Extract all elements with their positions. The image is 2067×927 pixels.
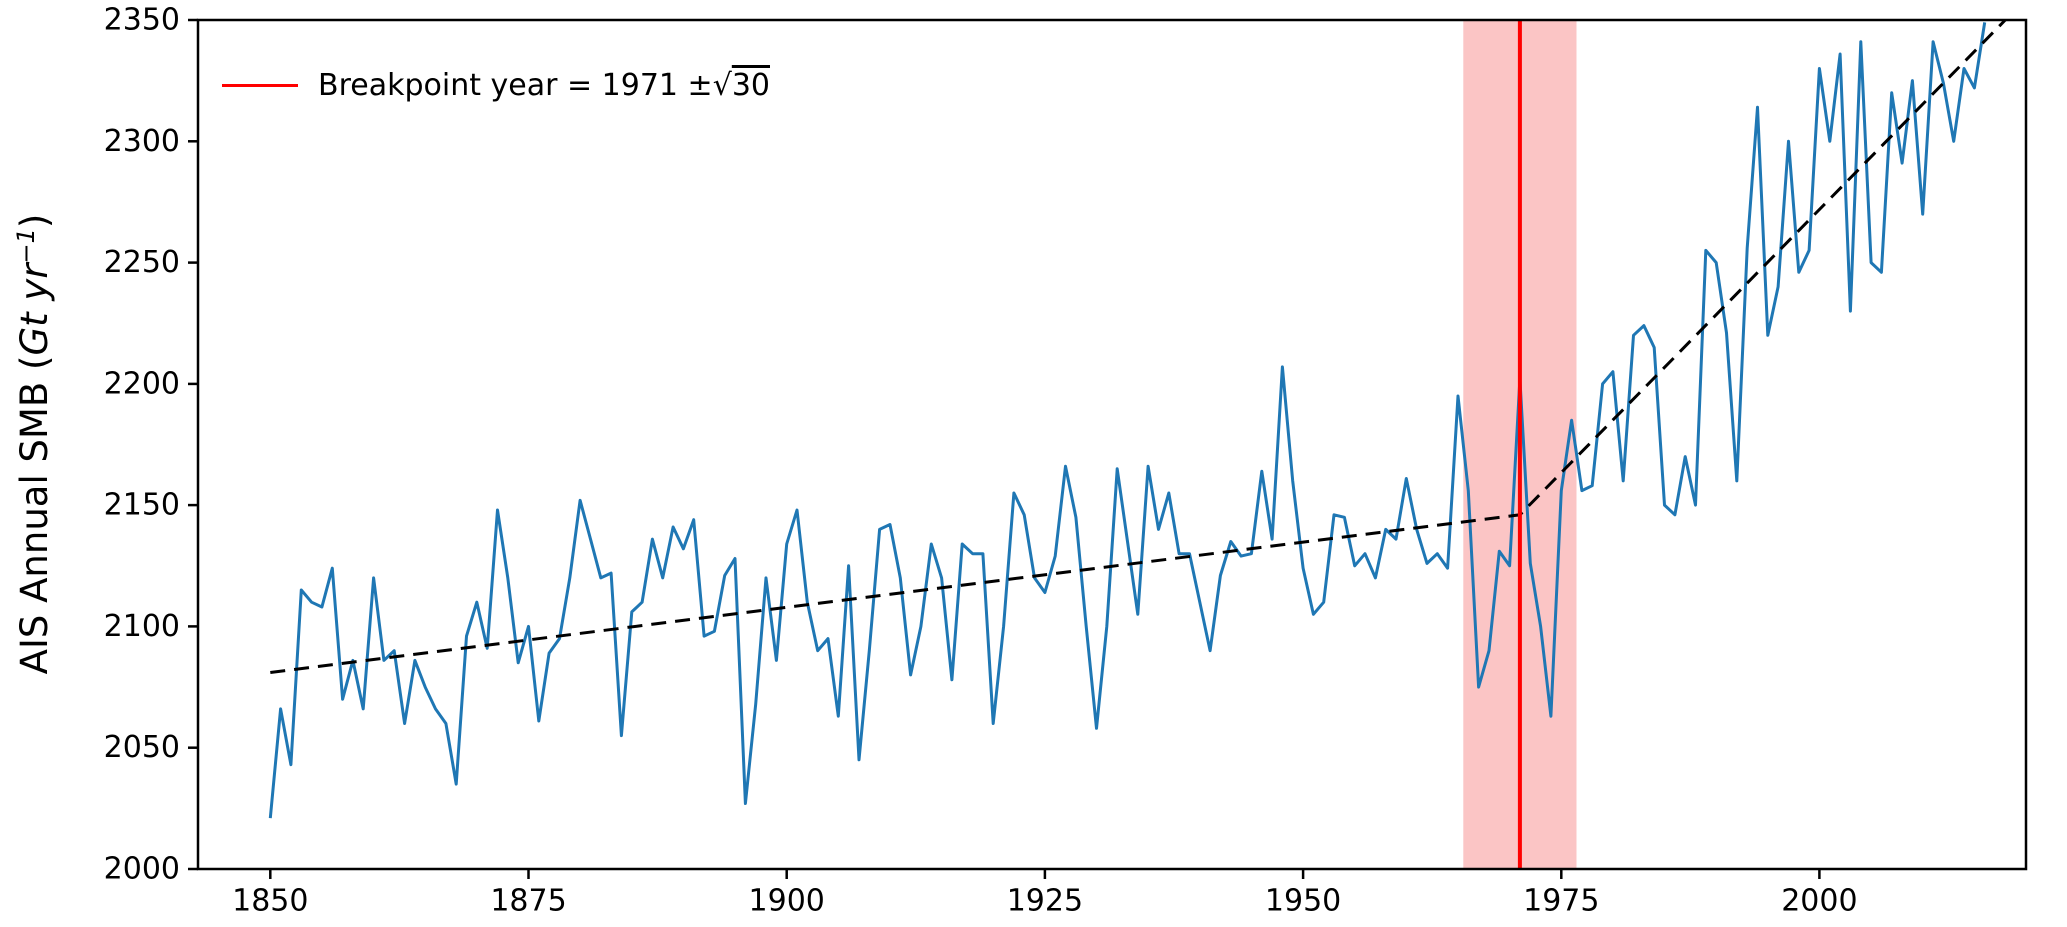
- plot-border: [196, 18, 2028, 871]
- y-tick-label: 2150: [104, 488, 180, 523]
- trend-dashed-line: [270, 18, 2007, 674]
- sqrt-radicand: 30: [731, 68, 770, 103]
- y-tick-label: 2300: [104, 124, 180, 159]
- legend-label-prefix: Breakpoint year = 1971 ±: [318, 68, 713, 103]
- x-tick-label: 1850: [232, 884, 308, 919]
- x-tick-label: 1925: [1007, 884, 1083, 919]
- y-tick-label: 2050: [104, 730, 180, 765]
- y-tick-label: 2350: [104, 3, 180, 38]
- x-tick-label: 2000: [1781, 884, 1857, 919]
- y-tick-label: 2250: [104, 245, 180, 280]
- smb-series-line: [268, 22, 1987, 819]
- y-tick-label: 2100: [104, 609, 180, 644]
- x-tick-label: 1875: [490, 884, 566, 919]
- legend-label: Breakpoint year = 1971 ±√30: [318, 68, 770, 103]
- y-axis-label-prefix: AIS Annual SMB (: [13, 355, 57, 675]
- x-tick-label: 1975: [1523, 884, 1599, 919]
- y-axis-label-suffix: ): [13, 213, 57, 229]
- y-axis-unit: Gt yr: [13, 263, 57, 356]
- x-tick-label: 1950: [1265, 884, 1341, 919]
- y-tick-label: 2000: [104, 852, 180, 887]
- x-tick-label: 1900: [749, 884, 825, 919]
- y-tick-label: 2200: [104, 366, 180, 401]
- y-axis-unit-exponent: −1: [11, 228, 40, 264]
- y-axis-label: AIS Annual SMB (Gt yr−1): [12, 214, 56, 675]
- legend: Breakpoint year = 1971 ±√30: [222, 68, 770, 103]
- legend-red-line-swatch: [222, 84, 298, 87]
- sqrt-radical: √: [712, 68, 732, 103]
